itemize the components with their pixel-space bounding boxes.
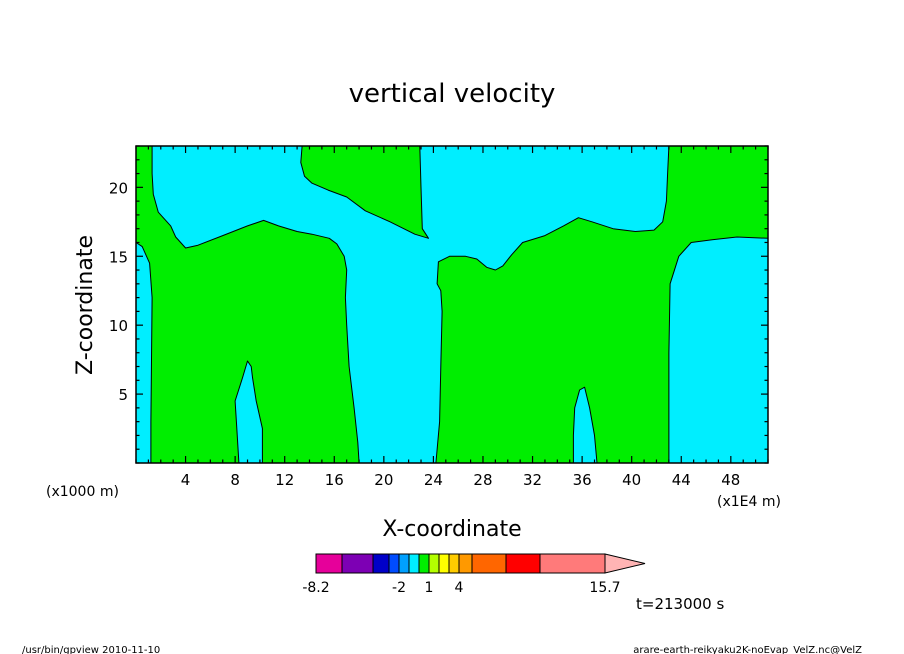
colorbar-swatch xyxy=(341,553,374,574)
x-tick-label: 8 xyxy=(230,471,240,489)
footer-right: arare-earth-reikyaku2K-noEvap_VelZ.nc@Ve… xyxy=(633,645,862,654)
colorbar-swatch xyxy=(388,553,400,574)
plot-frame xyxy=(135,145,769,464)
colorbar-extension-arrow xyxy=(604,553,646,574)
x-unit-right: (x1E4 m) xyxy=(717,494,781,510)
contour-region-3 xyxy=(435,145,769,464)
colorbar-swatch xyxy=(438,553,450,574)
y-tick-label: 15 xyxy=(109,248,128,266)
y-tick-label: 20 xyxy=(109,179,128,197)
colorbar-label: 15.7 xyxy=(589,580,620,596)
x-tick-label: 28 xyxy=(473,471,492,489)
y-tick-label: 5 xyxy=(118,386,128,404)
colorbar-labels: -8.2 -2 1 4 15.7 xyxy=(302,580,620,596)
chart-title: vertical velocity xyxy=(349,79,556,109)
y-tick-label: 10 xyxy=(109,317,128,335)
x-tick-label: 32 xyxy=(523,471,542,489)
colorbar-swatch xyxy=(398,553,410,574)
colorbar-label: 4 xyxy=(455,580,464,596)
y-axis-label: Z-coordinate xyxy=(73,235,98,375)
colorbar-swatch xyxy=(471,553,507,574)
x-tick-label: 16 xyxy=(325,471,344,489)
footer-left: /usr/bin/gpview 2010-11-10 xyxy=(22,645,160,654)
x-axis-label: X-coordinate xyxy=(382,517,521,542)
colorbar-swatch xyxy=(418,553,430,574)
x-tick-label: 24 xyxy=(424,471,443,489)
colorbar-label: 1 xyxy=(425,580,434,596)
time-label: t=213000 s xyxy=(636,595,724,613)
colorbar-swatch xyxy=(458,553,473,574)
contour-region-2 xyxy=(300,145,429,239)
colorbar-swatch xyxy=(408,553,420,574)
colorbar-label: -2 xyxy=(392,580,406,596)
colorbar-label: -8.2 xyxy=(302,580,329,596)
x-tick-label: 12 xyxy=(275,471,294,489)
x-tick-label: 44 xyxy=(672,471,691,489)
x-tick-label: 20 xyxy=(374,471,393,489)
x-tick-label: 40 xyxy=(622,471,641,489)
colorbar-swatch xyxy=(539,553,606,574)
colorbar-swatch xyxy=(448,553,460,574)
x-unit-left: (x1000 m) xyxy=(46,484,119,500)
colorbar xyxy=(315,553,646,574)
x-tick-label: 36 xyxy=(573,471,592,489)
contour-regions xyxy=(135,145,769,464)
colorbar-swatch xyxy=(372,553,390,574)
colorbar-swatch xyxy=(428,553,440,574)
x-tick-label: 48 xyxy=(721,471,740,489)
colorbar-swatch xyxy=(505,553,541,574)
colorbar-swatch xyxy=(315,553,343,574)
x-tick-label: 4 xyxy=(181,471,191,489)
